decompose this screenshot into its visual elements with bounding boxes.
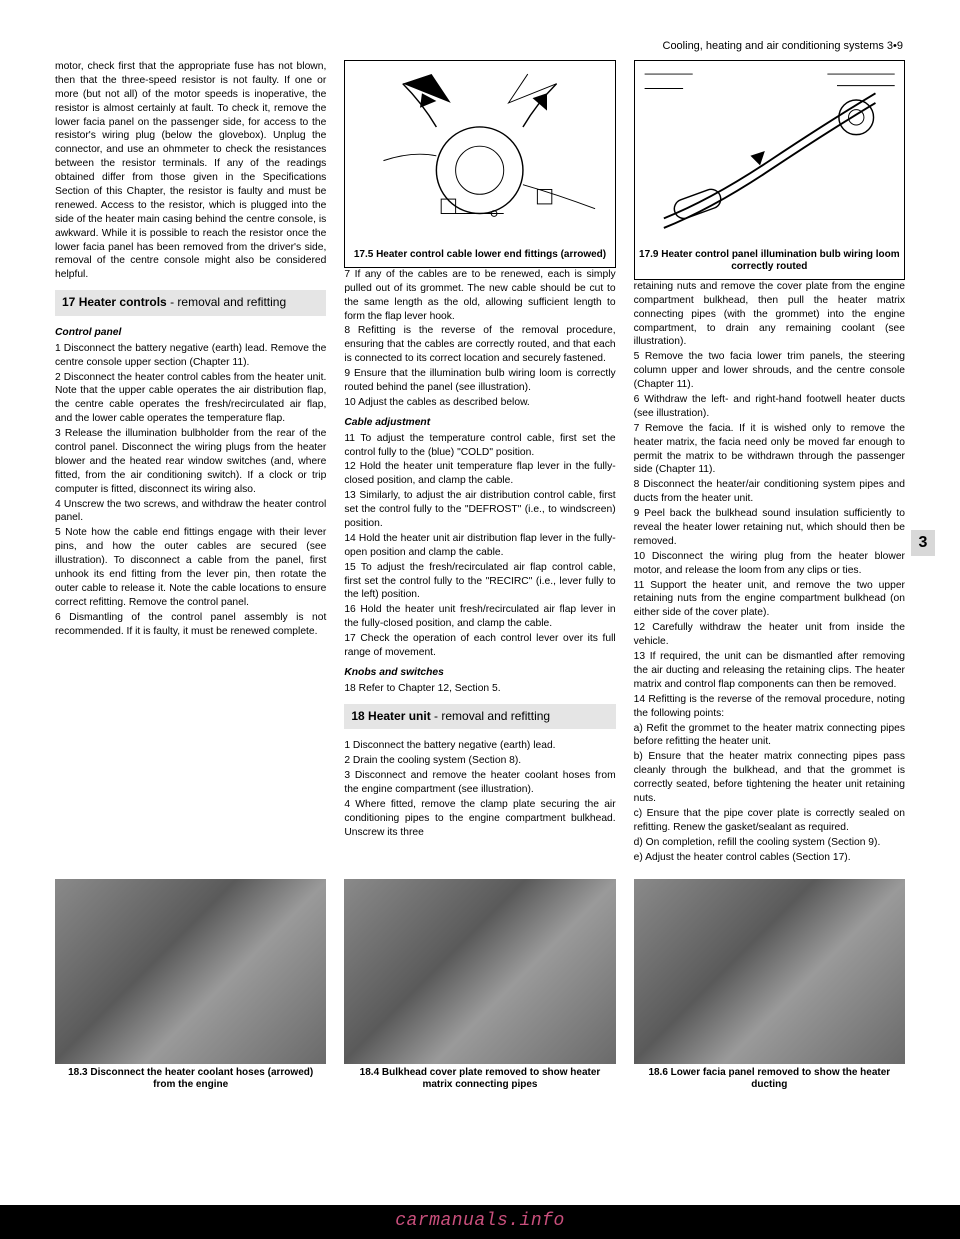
section-header-18: 18 Heater unit - removal and refitting <box>344 704 615 730</box>
body-text: d) On completion, refill the cooling sys… <box>634 836 905 850</box>
body-text: 11 Support the heater unit, and remove t… <box>634 579 905 621</box>
body-text: 16 Hold the heater unit fresh/recirculat… <box>344 603 615 631</box>
body-text: 9 Peel back the bulkhead sound insulatio… <box>634 507 905 549</box>
subheading: Knobs and switches <box>344 666 615 680</box>
body-text: e) Adjust the heater control cables (Sec… <box>634 851 905 865</box>
figure-17-5: 17.5 Heater control cable lower end fitt… <box>344 60 615 268</box>
subheading: Control panel <box>55 326 326 340</box>
body-text: 2 Disconnect the heater control cables f… <box>55 371 326 427</box>
body-text: 15 To adjust the fresh/recirculated air … <box>344 561 615 603</box>
body-text: 1 Disconnect the battery negative (earth… <box>55 342 326 370</box>
body-text: 8 Refitting is the reverse of the remova… <box>344 324 615 366</box>
figure-caption: 18.4 Bulkhead cover plate removed to sho… <box>344 1064 615 1097</box>
section-title: Heater controls <box>79 295 167 309</box>
body-text: 1 Disconnect the battery negative (earth… <box>344 739 615 753</box>
body-text: 2 Drain the cooling system (Section 8). <box>344 754 615 768</box>
photo-image <box>634 879 905 1064</box>
body-text: 14 Hold the heater unit air distribution… <box>344 532 615 560</box>
body-text: retaining nuts and remove the cover plat… <box>634 280 905 349</box>
section-subtitle: - removal and refitting <box>167 295 286 309</box>
body-text: motor, check first that the appropriate … <box>55 60 326 282</box>
figure-caption: 17.9 Heater control panel illumination b… <box>635 246 904 279</box>
body-text: 12 Hold the heater unit temperature flap… <box>344 460 615 488</box>
body-text: 8 Disconnect the heater/air conditioning… <box>634 478 905 506</box>
body-text: 6 Withdraw the left- and right-hand foot… <box>634 393 905 421</box>
body-text: 7 Remove the facia. If it is wished only… <box>634 422 905 478</box>
figure-18-4: 18.4 Bulkhead cover plate removed to sho… <box>344 879 615 1097</box>
body-text: 4 Where fitted, remove the clamp plate s… <box>344 798 615 840</box>
photo-image <box>55 879 326 1064</box>
body-text: 13 If required, the unit can be dismantl… <box>634 650 905 692</box>
body-text: 10 Disconnect the wiring plug from the h… <box>634 550 905 578</box>
body-text: 17 Check the operation of each control l… <box>344 632 615 660</box>
technical-illustration <box>345 61 614 241</box>
page-header: Cooling, heating and air conditioning sy… <box>55 40 905 52</box>
body-text: 13 Similarly, to adjust the air distribu… <box>344 489 615 531</box>
section-subtitle: - removal and refitting <box>431 709 550 723</box>
chapter-tab: 3 <box>911 530 935 556</box>
body-text: 5 Remove the two facia lower trim panels… <box>634 350 905 392</box>
body-text: 12 Carefully withdraw the heater unit fr… <box>634 621 905 649</box>
body-text: 18 Refer to Chapter 12, Section 5. <box>344 682 615 696</box>
figure-caption: 18.6 Lower facia panel removed to show t… <box>634 1064 905 1097</box>
figure-18-6: 18.6 Lower facia panel removed to show t… <box>634 879 905 1097</box>
body-text: 3 Disconnect and remove the heater coola… <box>344 769 615 797</box>
section-header-17: 17 Heater controls - removal and refitti… <box>55 290 326 316</box>
column-2: 17.5 Heater control cable lower end fitt… <box>344 60 615 865</box>
body-text: 11 To adjust the temperature control cab… <box>344 432 615 460</box>
figure-17-9: 17.9 Heater control panel illumination b… <box>634 60 905 280</box>
section-number: 18 <box>351 709 364 723</box>
body-text: 9 Ensure that the illumination bulb wiri… <box>344 367 615 395</box>
figure-18-3: 18.3 Disconnect the heater coolant hoses… <box>55 879 326 1097</box>
body-text: c) Ensure that the pipe cover plate is c… <box>634 807 905 835</box>
body-text: 3 Release the illumination bulbholder fr… <box>55 427 326 496</box>
body-text: 14 Refitting is the reverse of the remov… <box>634 693 905 721</box>
section-number: 17 <box>62 295 75 309</box>
column-1: motor, check first that the appropriate … <box>55 60 326 865</box>
body-text: 4 Unscrew the two screws, and withdraw t… <box>55 498 326 526</box>
section-title: Heater unit <box>368 709 431 723</box>
technical-illustration <box>635 61 904 241</box>
body-text: b) Ensure that the heater matrix connect… <box>634 750 905 806</box>
body-text: 5 Note how the cable end fittings engage… <box>55 526 326 609</box>
body-text: 7 If any of the cables are to be renewed… <box>344 268 615 324</box>
watermark: carmanuals.info <box>0 1205 960 1239</box>
body-text: 6 Dismantling of the control panel assem… <box>55 611 326 639</box>
subheading: Cable adjustment <box>344 416 615 430</box>
figure-caption: 17.5 Heater control cable lower end fitt… <box>345 246 614 267</box>
body-text: 10 Adjust the cables as described below. <box>344 396 615 410</box>
photo-image <box>344 879 615 1064</box>
column-3: 17.9 Heater control panel illumination b… <box>634 60 905 865</box>
body-text: a) Refit the grommet to the heater matri… <box>634 722 905 750</box>
figure-caption: 18.3 Disconnect the heater coolant hoses… <box>55 1064 326 1097</box>
